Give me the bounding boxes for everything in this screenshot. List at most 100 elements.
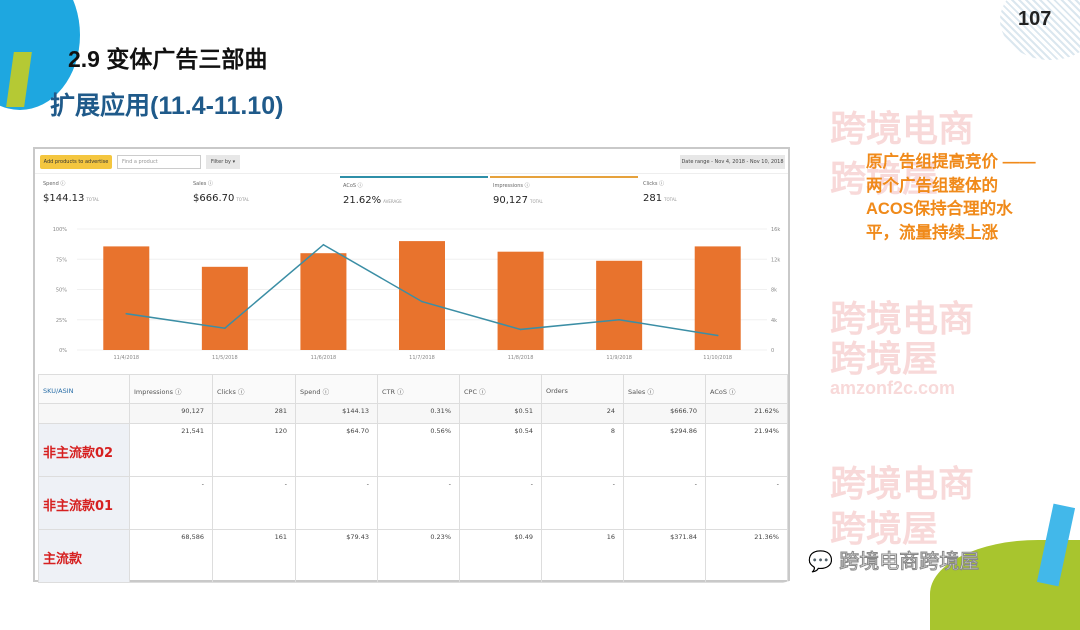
table-cell: - [541, 476, 624, 530]
ads-dashboard-screenshot: Add products to advertise Find a product… [33, 147, 790, 583]
table-row: 非主流款01- - - - - - - - [38, 476, 788, 530]
table-row: 主流款 68,586 161 $79.43 0.23% $0.49 16 $371.84 21.… [38, 529, 788, 583]
table-cell: 161 [212, 529, 296, 583]
table-cell: - [623, 476, 706, 530]
table-cell: - [705, 476, 788, 530]
watermark: 跨境屋 [830, 158, 939, 199]
x-tick-label: 11/10/2018 [703, 355, 732, 361]
watermark: 跨境电商 [830, 298, 975, 339]
table-cell: - [377, 476, 460, 530]
table-cell: - [212, 476, 296, 530]
table-cell: $64.70 [295, 423, 378, 477]
add-products-button[interactable]: Add products to advertise [40, 155, 112, 169]
page-number: 107 [1018, 8, 1052, 30]
left-tick-label: 100% [53, 227, 68, 233]
table-cell: 0.23% [377, 529, 460, 583]
watermark: 跨境屋 [830, 338, 939, 379]
wechat-footer: 💬 跨境电商跨境屋 [808, 545, 980, 574]
sku-table: SKU/ASIN Impressions ⓘ Clicks ⓘ Spend ⓘ CTR … [38, 374, 788, 583]
bar-impressions [103, 246, 150, 350]
bar-impressions [694, 246, 741, 350]
column-header[interactable]: Spend ⓘ [295, 374, 378, 404]
left-tick-label: 25% [56, 318, 67, 324]
x-tick-label: 11/5/2018 [212, 355, 238, 361]
search-input[interactable]: Find a product [117, 155, 201, 169]
table-cell: 0.31% [377, 403, 460, 424]
footer-account-name: 跨境电商跨境屋 [839, 549, 980, 574]
column-header[interactable]: SKU/ASIN [38, 374, 130, 404]
bar-impressions [201, 266, 248, 350]
table-cell: 21,541 [129, 423, 213, 477]
table-header: SKU/ASIN Impressions ⓘ Clicks ⓘ Spend ⓘ CTR … [38, 374, 788, 404]
column-header[interactable]: Impressions ⓘ [129, 374, 213, 404]
table-cell: $294.86 [623, 423, 706, 477]
table-cell: 21.62% [705, 403, 788, 424]
x-tick-label: 11/8/2018 [508, 355, 534, 361]
left-tick-label: 75% [56, 257, 67, 263]
table-cell: $371.84 [623, 529, 706, 583]
watermark: 跨境电商 [830, 463, 975, 504]
table-cell: 90,127 [129, 403, 213, 424]
x-tick-label: 11/9/2018 [606, 355, 632, 361]
sku-name: 非主流款01 [38, 476, 130, 530]
table-cell: $666.70 [623, 403, 706, 424]
column-header[interactable]: CPC ⓘ [459, 374, 542, 404]
point-acos [224, 327, 226, 330]
point-acos [125, 312, 128, 315]
column-header[interactable]: Sales ⓘ [623, 374, 706, 404]
date-range-button[interactable]: Date range - Nov 4, 2018 - Nov 10, 2018 [680, 155, 785, 169]
table-cell: 0.56% [377, 423, 460, 477]
metric-sales[interactable]: Sales ⓘ $666.70 TOTAL [193, 181, 250, 204]
slide-subtitle: 扩展应用(11.4-11.10) [50, 92, 284, 120]
metric-spend[interactable]: Spend ⓘ $144.13 TOTAL [43, 181, 100, 204]
table-cell: $0.49 [459, 529, 542, 583]
point-acos [421, 300, 423, 303]
filter-dropdown[interactable]: Filter by ▾ [206, 155, 240, 169]
column-header[interactable]: Orders [541, 374, 624, 404]
right-tick-label: 4k [771, 318, 777, 324]
point-acos [618, 318, 620, 321]
x-tick-label: 11/6/2018 [311, 355, 337, 361]
table-cell: $144.13 [295, 403, 378, 424]
table-cell: - [295, 476, 378, 530]
x-tick-label: 11/7/2018 [409, 355, 435, 361]
right-tick-label: 12k [771, 257, 780, 263]
table-cell: 24 [541, 403, 624, 424]
table-cell: - [129, 476, 213, 530]
table-cell: $0.54 [459, 423, 542, 477]
sku-name: 主流款 [38, 529, 130, 583]
column-header[interactable]: ACoS ⓘ [705, 374, 788, 404]
watermark: 跨境电商 [830, 108, 975, 149]
right-tick-label: 16k [771, 227, 780, 233]
table-cell: 120 [212, 423, 296, 477]
column-header[interactable]: Clicks ⓘ [212, 374, 296, 404]
point-acos [322, 243, 325, 246]
table-cell: $79.43 [295, 529, 378, 583]
point-acos [519, 328, 522, 331]
table-cell: 8 [541, 423, 624, 477]
toolbar: Add products to advertise Find a product… [35, 149, 788, 174]
wechat-icon: 💬 [808, 549, 834, 574]
left-tick-label: 50% [56, 288, 67, 294]
table-cell: $0.51 [459, 403, 542, 424]
slide-title: 2.9 变体广告三部曲 [68, 46, 268, 72]
x-tick-label: 11/4/2018 [113, 355, 139, 361]
metric-acos[interactable]: ACoS ⓘ 21.62% AVERAGE [340, 176, 488, 212]
right-tick-label: 0 [771, 348, 774, 354]
point-acos [716, 334, 719, 337]
watermark: amzonf2c.com [830, 378, 956, 398]
bar-impressions [497, 251, 544, 350]
impressions-acos-chart: 0% 0 25% 4k 50% 8k 75% 12k 100% 16k 11/4/2018 11/5/… [53, 227, 781, 361]
watermark: 跨境屋 [830, 508, 939, 549]
table-cell: 21.94% [705, 423, 788, 477]
column-header[interactable]: CTR ⓘ [377, 374, 460, 404]
table-cell: 16 [541, 529, 624, 583]
metric-clicks[interactable]: Clicks ⓘ 281 TOTAL [643, 181, 677, 204]
metric-impressions[interactable]: Impressions ⓘ 90,127 TOTAL [490, 176, 638, 212]
bar-impressions [399, 241, 445, 350]
right-tick-label: 8k [771, 288, 777, 294]
table-cell: 68,586 [129, 529, 213, 583]
bar-impressions [596, 260, 643, 350]
table-cell: 281 [212, 403, 296, 424]
table-cell: - [459, 476, 542, 530]
